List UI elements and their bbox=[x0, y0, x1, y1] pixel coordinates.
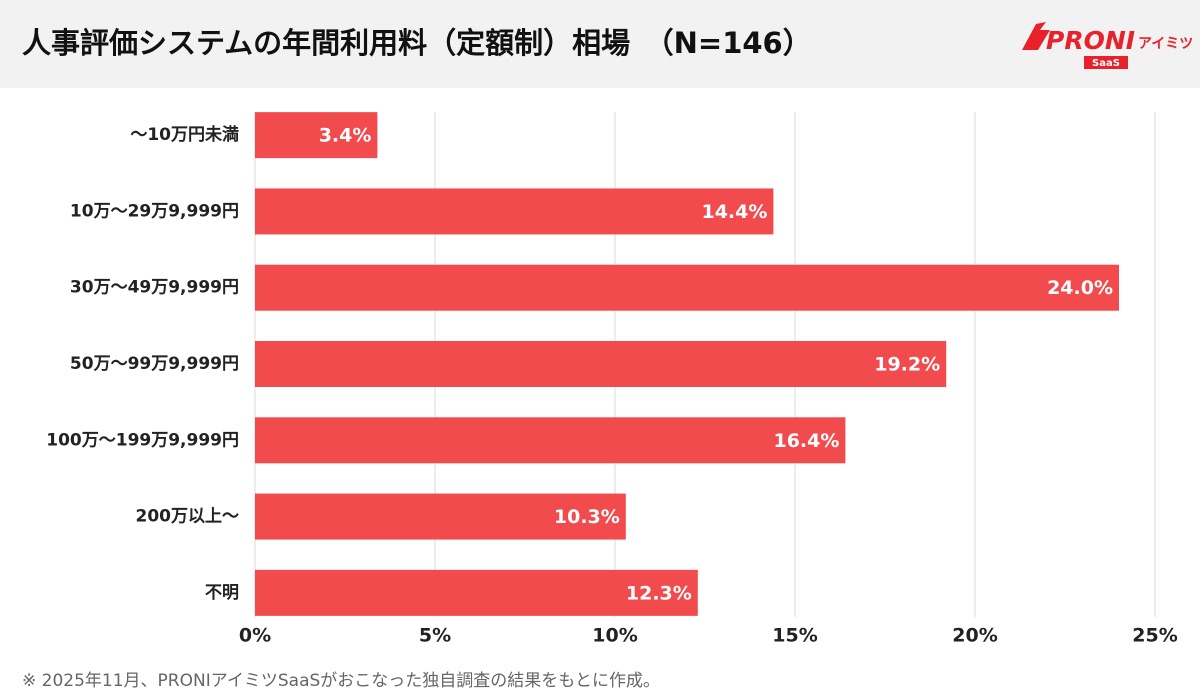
header-band bbox=[0, 0, 1200, 88]
x-tick-label: 20% bbox=[952, 625, 997, 647]
value-label: 14.4% bbox=[701, 201, 767, 223]
value-label: 12.3% bbox=[626, 582, 692, 604]
logo-icon bbox=[1022, 22, 1050, 50]
bar bbox=[255, 264, 1119, 311]
y-tick-label: 不明 bbox=[205, 583, 239, 603]
chart-title: 人事評価システムの年間利用料（定額制）相場 （N=146） bbox=[22, 26, 812, 60]
bar bbox=[255, 417, 846, 464]
y-tick-label: 100万～199万9,999円 bbox=[46, 430, 239, 450]
bar bbox=[255, 112, 378, 159]
x-tick-label: 0% bbox=[239, 625, 271, 647]
logo-badge: SaaS bbox=[1092, 58, 1120, 69]
x-tick-label: 10% bbox=[592, 625, 637, 647]
value-label: 19.2% bbox=[874, 354, 940, 376]
logo-sub: アイミツ bbox=[1138, 36, 1193, 52]
y-tick-label: 200万以上～ bbox=[136, 507, 240, 527]
bar bbox=[255, 188, 774, 235]
footnote: ※ 2025年11月、PRONIアイミツSaaSがおこなった独自調査の結果をもと… bbox=[22, 671, 660, 691]
value-label: 24.0% bbox=[1047, 277, 1113, 299]
y-tick-label: 30万～49万9,999円 bbox=[70, 278, 239, 298]
value-label: 16.4% bbox=[773, 430, 839, 452]
x-tick-label: 5% bbox=[419, 625, 451, 647]
value-label: 3.4% bbox=[319, 125, 372, 147]
x-tick-label: 15% bbox=[772, 625, 817, 647]
logo-brand: PRONI bbox=[1046, 26, 1135, 55]
y-tick-label: ～10万円未満 bbox=[130, 124, 239, 145]
value-label: 10.3% bbox=[554, 506, 620, 528]
bar bbox=[255, 341, 947, 387]
y-tick-label: 50万～99万9,999円 bbox=[70, 354, 239, 374]
x-tick-label: 25% bbox=[1132, 625, 1177, 647]
bar bbox=[255, 493, 626, 540]
logo-badge-bg bbox=[1084, 56, 1128, 69]
bar bbox=[255, 569, 698, 616]
logo: PRONI アイミツ SaaS bbox=[1022, 22, 1193, 69]
y-tick-label: 10万～29万9,999円 bbox=[70, 201, 239, 221]
